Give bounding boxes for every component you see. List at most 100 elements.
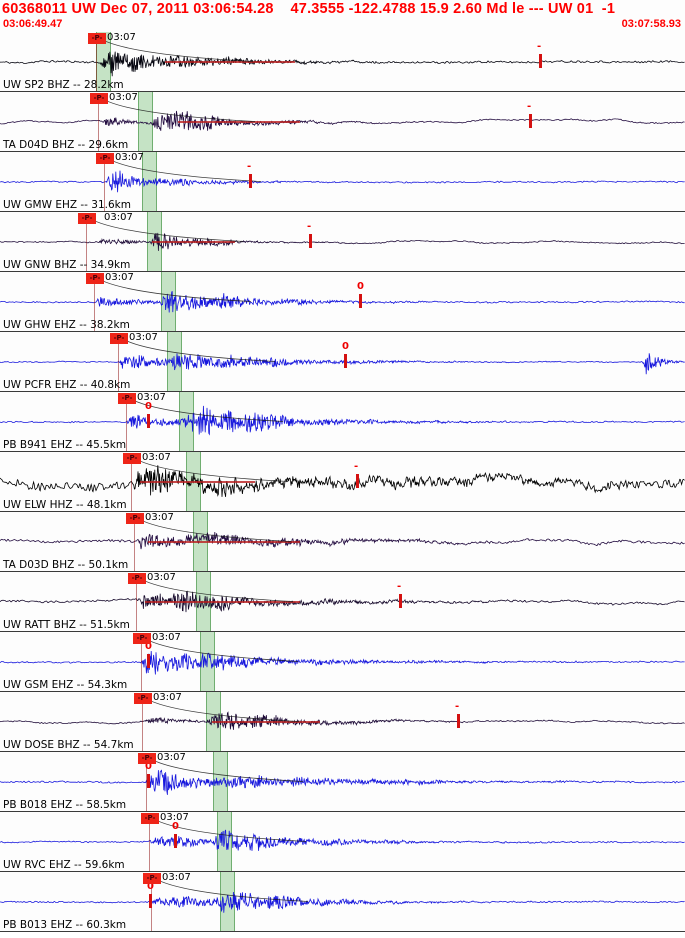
waveform[interactable] (0, 512, 685, 571)
coda-marker-label: - (307, 221, 312, 232)
trace-row[interactable]: -P- 03:07 PB B941 EHZ -- 45.5km 0 (0, 392, 685, 452)
minute-label: 03:07 (142, 452, 171, 463)
waveform[interactable] (0, 152, 685, 211)
p-pick-flag[interactable]: -P- (110, 333, 128, 344)
minute-label: 03:07 (115, 152, 144, 163)
p-pick-line (86, 213, 87, 271)
p-pick-flag[interactable]: -P- (133, 633, 151, 644)
p-pick-flag[interactable]: -P- (126, 513, 144, 524)
coda-measure-line (165, 61, 295, 63)
waveform[interactable] (0, 692, 685, 751)
coda-measure-line (148, 541, 300, 543)
p-pick-line (131, 453, 132, 511)
coda-marker-tick (539, 54, 542, 68)
coda-marker-label: 0 (357, 281, 364, 292)
station-label: UW GSM EHZ -- 54.3km (3, 679, 128, 691)
p-pick-line (146, 753, 147, 811)
waveform[interactable] (0, 572, 685, 631)
trace-row[interactable]: -P- 03:07 UW GNW BHZ -- 34.9km - (0, 212, 685, 272)
p-pick-flag[interactable]: -P- (88, 33, 106, 44)
coda-marker-tick (344, 354, 347, 368)
p-pick-flag[interactable]: -P- (96, 153, 114, 164)
p-pick-flag[interactable]: -P- (134, 693, 152, 704)
p-pick-line (136, 573, 137, 631)
coda-measure-line (145, 601, 300, 603)
trace-row[interactable]: -P- 03:07 UW SP2 BHZ -- 28.2km - (0, 32, 685, 92)
coda-marker-tick (147, 414, 150, 428)
p-pick-line (149, 813, 150, 871)
p-pick-flag[interactable]: -P- (78, 213, 96, 224)
station-label: UW GHW EHZ -- 38.2km (3, 319, 130, 331)
trace-row[interactable]: -P- 03:07 UW RVC EHZ -- 59.6km 0 (0, 812, 685, 872)
p-pick-flag[interactable]: -P- (128, 573, 146, 584)
trace-row[interactable]: -P- 03:07 UW DOSE BHZ -- 54.7km - (0, 692, 685, 752)
p-pick-line (94, 273, 95, 331)
trace-row[interactable]: -P- 03:07 UW ELW HHZ -- 48.1km - (0, 452, 685, 512)
minute-label: 03:07 (147, 572, 176, 583)
coda-marker-label: 0 (342, 341, 349, 352)
trace-row[interactable]: -P- 03:07 UW GHW EHZ -- 38.2km 0 (0, 272, 685, 332)
minute-label: 03:07 (107, 32, 136, 43)
station-label: UW GMW EHZ -- 31.6km (3, 199, 131, 211)
trace-row[interactable]: -P- 03:07 UW PCFR EHZ -- 40.8km 0 (0, 332, 685, 392)
trace-row[interactable]: -P- 03:07 TA D04D BHZ -- 29.6km - (0, 92, 685, 152)
station-label: UW SP2 BHZ -- 28.2km (3, 79, 124, 91)
p-pick-flag[interactable]: -P- (86, 273, 104, 284)
minute-label: 03:07 (104, 212, 133, 223)
coda-measure-line (140, 481, 255, 483)
minute-label: 03:07 (153, 692, 182, 703)
waveform[interactable] (0, 632, 685, 691)
p-pick-line (118, 333, 119, 391)
trace-row[interactable]: -P- 03:07 PB B013 EHZ -- 60.3km 0 (0, 872, 685, 932)
coda-marker-label: - (455, 701, 460, 712)
p-pick-flag[interactable]: -P- (123, 453, 141, 464)
trace-row[interactable]: -P- 03:07 TA D03D BHZ -- 50.1km (0, 512, 685, 572)
coda-measure-line (152, 241, 235, 243)
station-label: UW ELW HHZ -- 48.1km (3, 499, 127, 511)
coda-marker-label: - (537, 41, 542, 52)
coda-marker-label: - (247, 161, 252, 172)
p-pick-line (141, 633, 142, 691)
trace-row[interactable]: -P- 03:07 UW GMW EHZ -- 31.6km - (0, 152, 685, 212)
p-pick-flag[interactable]: -P- (141, 813, 159, 824)
waveform[interactable] (0, 752, 685, 811)
coda-marker-label: - (397, 581, 402, 592)
coda-measure-line (212, 721, 320, 723)
trace-row[interactable]: -P- 03:07 UW RATT BHZ -- 51.5km - (0, 572, 685, 632)
p-pick-line (96, 33, 97, 91)
coda-marker-label: - (527, 101, 532, 112)
p-pick-flag[interactable]: -P- (90, 93, 108, 104)
waveform[interactable] (0, 392, 685, 451)
station-label: PB B941 EHZ -- 45.5km (3, 439, 127, 451)
minute-label: 03:07 (105, 272, 134, 283)
coda-marker-tick (356, 474, 359, 488)
station-label: UW GNW BHZ -- 34.9km (3, 259, 131, 271)
minute-label: 03:07 (152, 632, 181, 643)
minute-label: 03:07 (109, 92, 138, 103)
station-label: TA D04D BHZ -- 29.6km (3, 139, 129, 151)
waveform[interactable] (0, 812, 685, 871)
trace-row[interactable]: -P- 03:07 UW GSM EHZ -- 54.3km 0 (0, 632, 685, 692)
p-pick-flag[interactable]: -P- (143, 873, 161, 884)
header: 60368011 UW Dec 07, 2011 03:06:54.28 47.… (0, 0, 685, 32)
coda-marker-tick (359, 294, 362, 308)
waveform[interactable] (0, 452, 685, 511)
coda-marker-label: - (354, 461, 359, 472)
station-label: UW RATT BHZ -- 51.5km (3, 619, 130, 631)
p-pick-line (134, 513, 135, 571)
minute-label: 03:07 (162, 872, 191, 883)
station-label: UW RVC EHZ -- 59.6km (3, 859, 125, 871)
p-pick-flag[interactable]: -P- (138, 753, 156, 764)
coda-marker-label: 0 (172, 821, 179, 832)
station-label: UW DOSE BHZ -- 54.7km (3, 739, 134, 751)
station-label: PB B013 EHZ -- 60.3km (3, 919, 127, 931)
minute-label: 03:07 (145, 512, 174, 523)
waveform[interactable] (0, 872, 685, 931)
minute-label: 03:07 (157, 752, 186, 763)
station-label: PB B018 EHZ -- 58.5km (3, 799, 127, 811)
p-pick-line (98, 93, 99, 151)
waveform[interactable] (0, 332, 685, 391)
p-pick-flag[interactable]: -P- (118, 393, 136, 404)
station-label: UW PCFR EHZ -- 40.8km (3, 379, 131, 391)
trace-row[interactable]: -P- 03:07 PB B018 EHZ -- 58.5km 0 (0, 752, 685, 812)
